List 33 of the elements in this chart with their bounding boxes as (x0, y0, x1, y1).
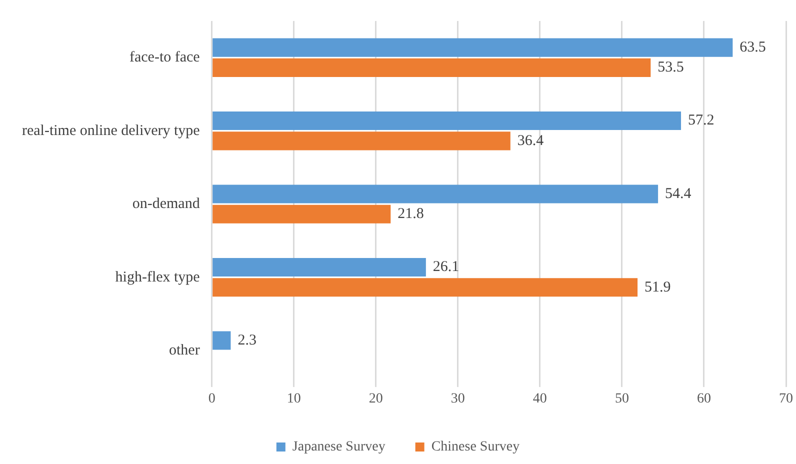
data-label: 2.3 (238, 332, 256, 348)
x-tick-label: 0 (208, 391, 216, 406)
x-tick-label: 70 (779, 391, 793, 406)
x-tick-label: 30 (450, 391, 465, 406)
x-tick-label: 20 (368, 391, 383, 406)
bar (212, 184, 658, 204)
x-tick-label: 10 (286, 391, 301, 406)
bar (212, 58, 651, 77)
data-label: 21.8 (398, 206, 424, 222)
bar (212, 204, 391, 224)
y-tick-label: other (169, 342, 200, 359)
x-tick-label: 60 (696, 391, 711, 406)
legend-label: Chinese Survey (431, 440, 520, 455)
legend-label: Japanese Survey (292, 440, 386, 455)
y-tick-label: face-to face (129, 50, 200, 66)
bar (212, 112, 682, 130)
data-label: 57.2 (688, 112, 714, 129)
bar (212, 278, 638, 297)
x-tick-label: 40 (532, 391, 547, 406)
bar (212, 331, 231, 350)
y-tick-label: on-demand (132, 196, 200, 212)
data-label: 51.9 (644, 279, 671, 296)
bar (212, 132, 510, 150)
x-tick-label: 50 (614, 391, 629, 406)
data-label: 53.5 (658, 60, 684, 76)
data-label: 26.1 (432, 259, 460, 276)
y-tick-label: real-time online delivery type (22, 122, 200, 139)
bar (212, 38, 733, 57)
data-label: 36.4 (517, 132, 544, 149)
bar (212, 258, 426, 277)
data-label: 63.5 (740, 39, 766, 56)
y-tick-label: high-flex type (115, 269, 200, 286)
data-label: 54.4 (665, 186, 692, 202)
